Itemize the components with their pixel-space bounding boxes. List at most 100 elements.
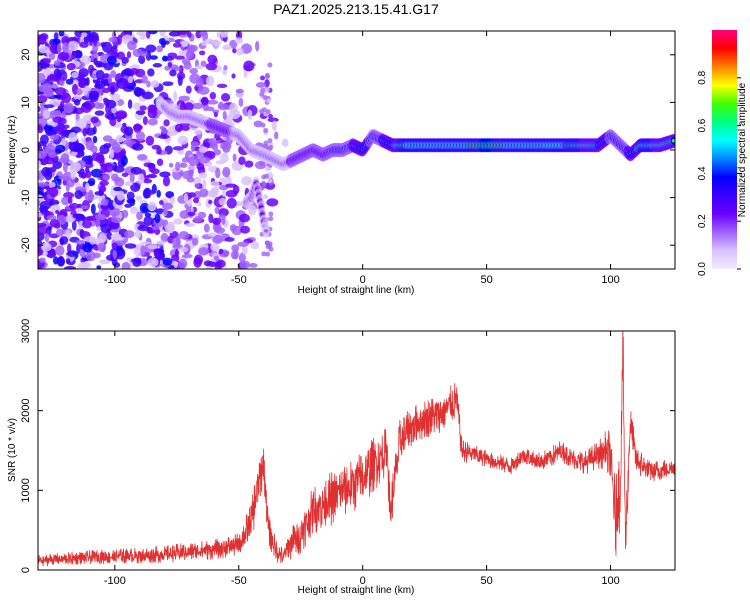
spectrogram-noise-cell xyxy=(55,209,60,215)
spectrogram-noise-cell xyxy=(261,107,267,113)
spectrogram-noise-cell xyxy=(66,177,76,188)
spectrogram-noise-cell xyxy=(141,74,148,84)
spectrogram-noise-cell xyxy=(218,197,227,206)
spectrogram-noise-cell xyxy=(92,45,99,53)
spectrogram-noise-cell xyxy=(121,172,129,178)
spectrogram-noise-cell xyxy=(212,39,220,50)
spectrogram-noise-cell xyxy=(175,161,181,171)
spectrogram-noise-cell xyxy=(135,68,146,78)
spectrogram-noise-cell xyxy=(197,201,202,207)
spectrogram-noise-cell xyxy=(38,124,43,131)
spectrogram-noise-cell xyxy=(231,73,236,79)
spectrogram-noise-cell xyxy=(177,75,183,87)
spectrogram-noise-cell xyxy=(116,99,125,106)
spectrogram-noise-cell xyxy=(61,92,72,104)
spectrogram-noise-cell xyxy=(62,162,68,173)
spectrogram-noise-cell xyxy=(127,99,133,109)
spectrogram-noise-cell xyxy=(188,192,196,198)
spectrogram-noise-cell xyxy=(222,110,227,120)
spectrogram-noise-cell xyxy=(140,245,146,256)
spectrogram-y-label: Frequency (Hz) xyxy=(7,116,18,185)
spectrogram-noise-cell xyxy=(156,189,161,198)
spectrogram-noise-cell xyxy=(205,265,212,269)
spectrogram-noise-cell xyxy=(72,213,85,219)
spectrogram-noise-cell xyxy=(243,70,248,78)
spectrogram-noise-cell xyxy=(61,42,69,53)
spectrogram-noise-cell xyxy=(130,182,141,193)
spectrogram-noise-cell xyxy=(53,60,61,66)
spectrogram-noise-cell xyxy=(220,152,229,164)
spectrogram-noise-cell xyxy=(255,81,267,88)
spectrogram-noise-cell xyxy=(223,65,228,71)
spectrogram-noise-cell xyxy=(106,231,113,240)
spectrogram-noise-cell xyxy=(148,31,158,35)
spectrogram-noise-cell xyxy=(123,230,135,239)
spectrogram-noise-cell xyxy=(142,116,148,126)
spectrogram-noise-cell xyxy=(38,84,49,93)
spectrogram-noise-cell xyxy=(110,85,115,95)
spectrogram-noise-cell xyxy=(91,73,97,79)
snr-x-label: Height of straight line (km) xyxy=(298,585,415,596)
figure-title: PAZ1.2025.213.15.41.G17 xyxy=(273,1,439,17)
spectrogram-noise-cell xyxy=(111,31,117,38)
spectrogram-noise-cell xyxy=(238,252,246,263)
spectrogram-noise-cell xyxy=(220,92,231,102)
spectrogram-noise-cell xyxy=(104,112,112,119)
spectrogram-noise-cell xyxy=(109,117,117,127)
spectrogram-noise-cell xyxy=(150,80,160,88)
spectrogram-noise-cell xyxy=(76,264,88,269)
spectrogram-noise-cell xyxy=(46,214,57,221)
spectrogram-noise-cell xyxy=(38,222,47,228)
spectrogram-noise-cell xyxy=(129,172,135,184)
spectrogram-noise-cell xyxy=(203,142,210,148)
spectrogram-noise-cell xyxy=(260,122,266,128)
spectrogram-noise-cell xyxy=(142,188,150,199)
spectrogram-noise-cell xyxy=(191,102,204,110)
spectrogram-noise-cell xyxy=(76,243,81,254)
spectrogram-x-tick-label: -100 xyxy=(104,274,126,286)
spectrogram-noise-cell xyxy=(120,155,128,166)
spectrogram-noise-cell xyxy=(218,248,224,255)
spectrogram-noise-cell xyxy=(58,157,70,164)
spectrogram-noise-cell xyxy=(116,51,126,60)
snr-y-label: SNR (10 * v/v) xyxy=(7,418,18,482)
spectrogram-noise-cell xyxy=(122,122,127,127)
spectrogram-noise-cell xyxy=(197,86,210,95)
spectrogram-noise-cell xyxy=(107,74,112,84)
snr-frame xyxy=(37,330,676,571)
spectrogram-y-tick-label: 10 xyxy=(20,96,32,108)
spectrogram-noise-cell xyxy=(60,100,65,109)
spectrogram-noise-cell xyxy=(247,109,253,120)
spectrogram-noise-cell xyxy=(169,196,176,204)
spectrogram-noise-cell xyxy=(115,136,125,143)
spectrogram-noise-cell xyxy=(265,244,271,250)
spectrogram-noise-cell xyxy=(48,151,57,158)
spectrogram-noise xyxy=(38,31,289,269)
spectrogram-noise-cell xyxy=(184,102,194,112)
spectrogram-noise-cell xyxy=(264,87,270,93)
spectrogram-noise-cell xyxy=(274,131,279,140)
spectrogram-noise-cell xyxy=(234,200,245,207)
spectrogram-noise-cell xyxy=(207,138,217,149)
spectrogram-noise-cell xyxy=(134,89,144,97)
spectrogram-noise-cell xyxy=(109,149,115,159)
spectrogram-noise-cell xyxy=(54,94,63,99)
spectrogram-noise-cell xyxy=(136,257,142,264)
spectrogram-noise-cell xyxy=(178,31,188,36)
snr-x-tick-label: -50 xyxy=(231,575,247,587)
spectrogram-noise-cell xyxy=(198,172,207,179)
spectrogram-noise-cell xyxy=(180,40,189,45)
spectrogram-noise-cell xyxy=(147,68,155,77)
spectrogram-noise-cell xyxy=(144,212,152,218)
spectrogram-x-tick-label: 100 xyxy=(601,274,619,286)
spectrogram-noise-cell xyxy=(68,203,80,210)
spectrogram-noise-cell xyxy=(161,129,169,134)
spectrogram-noise-cell xyxy=(162,175,171,187)
spectrogram-noise-cell xyxy=(205,75,215,87)
spectrogram-noise-cell xyxy=(43,104,55,109)
spectrogram-noise-cell xyxy=(194,129,202,135)
spectrogram-noise-cell xyxy=(58,80,65,87)
spectrogram-noise-cell xyxy=(222,144,231,153)
spectrogram-noise-cell xyxy=(248,204,257,216)
